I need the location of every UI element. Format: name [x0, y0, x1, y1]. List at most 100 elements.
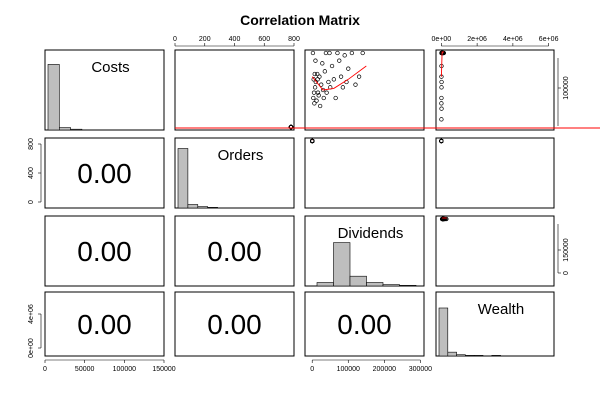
- histogram-bar-wealth-0: [438, 307, 449, 357]
- histogram-bar-dividends-5: [399, 284, 417, 287]
- histogram-bar-dividends-3: [366, 282, 384, 287]
- correlation-value-r2-c1: 0.00: [207, 236, 262, 267]
- left-tick-label-row3-1: 4e+06: [28, 304, 35, 324]
- panel-frame-r0-c1: [174, 49, 295, 131]
- tick-label-orders-2: 400: [229, 36, 241, 43]
- tick-label-costs-3: 150000: [152, 366, 175, 373]
- tick-label-dividends-0: 0: [310, 366, 314, 373]
- tick-label-dividends-2: 200000: [373, 366, 396, 373]
- histogram-bar-orders-3: [207, 207, 218, 209]
- panel-frame-r3-c2: [304, 291, 425, 357]
- panel-frame-r3-c1: [174, 291, 295, 357]
- left-tick-label-row1-1: 400: [28, 167, 35, 179]
- panel-frame-r2-c3: [435, 215, 555, 287]
- scatter-point-costs_vs_dividends-24: [317, 103, 323, 109]
- scatter-point-costs_vs_dividends-15: [331, 77, 336, 82]
- left-tick-label-row1-0: 0: [28, 200, 35, 204]
- fit-line-costs_vs_wealth: [440, 51, 444, 77]
- scatter-point-costs_vs_dividends-36: [360, 50, 365, 56]
- histogram-bar-costs-0: [47, 64, 60, 131]
- scatter-point-orders_vs_wealth-29: [439, 138, 444, 144]
- variable-label-wealth: Wealth: [478, 301, 524, 318]
- histogram-bar-orders-0: [177, 148, 189, 209]
- scatter-point-orders_vs_dividends-39: [310, 138, 315, 144]
- histogram-bar-orders-2: [197, 206, 208, 209]
- scatter-point-costs_vs_dividends-18: [342, 53, 347, 58]
- tick-label-orders-3: 600: [258, 36, 270, 43]
- correlation-value-r2-c0: 0.00: [77, 236, 132, 267]
- histogram-bar-dividends-4: [382, 284, 400, 287]
- right-tick-label-row2-1: 150000: [563, 238, 570, 261]
- left-tick-label-row3-0: 0e+00: [28, 338, 35, 358]
- tick-label-orders-1: 200: [199, 36, 211, 43]
- tick-label-dividends-1: 100000: [337, 366, 360, 373]
- tick-label-orders-4: 800: [288, 36, 300, 43]
- histogram-bar-dividends-2: [349, 275, 367, 287]
- scatter-point-costs_vs_dividends-17: [338, 74, 344, 79]
- scatter-point-costs_vs_wealth-29: [439, 79, 444, 85]
- scatter-point-costs_vs_dividends-21: [312, 101, 317, 106]
- scatter-point-costs_vs_dividends-25: [320, 61, 325, 66]
- panel-grid: Costs Orders Dividends Wealth 0.00 0.00 0.00 0.…: [28, 36, 600, 373]
- panel-frame-r1-c3: [435, 137, 555, 209]
- scatter-point-costs_vs_wealth-25: [439, 117, 444, 122]
- histogram-bar-wealth-6: [491, 355, 501, 357]
- tick-label-costs-2: 100000: [113, 366, 136, 373]
- histogram-bar-wealth-3: [465, 355, 475, 357]
- scatter-point-costs_vs_wealth-3: [439, 85, 444, 90]
- panel-frame-r2-c0: [44, 215, 165, 287]
- scatter-point-costs_vs_dividends-34: [353, 82, 358, 87]
- chart-title: Correlation Matrix: [240, 12, 360, 28]
- scatter-point-costs_vs_dividends-27: [323, 50, 329, 56]
- scatter-point-costs_vs_dividends-14: [329, 63, 335, 69]
- scatter-point-costs_vs_dividends-37: [311, 77, 316, 82]
- right-tick-label-row0-0: 100000: [563, 76, 570, 99]
- histogram-bar-wealth-4: [473, 355, 484, 357]
- scatter-point-costs_vs_dividends-29: [333, 95, 338, 101]
- tick-label-dividends-3: 300000: [409, 366, 432, 373]
- right-tick-label-row2-0: 0: [563, 271, 570, 275]
- panel-frame-r3-c0: [44, 291, 165, 357]
- panel-frame-r1-c1: [174, 137, 295, 209]
- panel-frame-r0-c0: [44, 49, 165, 131]
- scatter-point-costs_vs_dividends-33: [349, 50, 355, 56]
- panel-frame-r0-c3: [435, 49, 555, 131]
- correlation-value-r1-c0: 0.00: [77, 158, 132, 189]
- scatter-point-costs_vs_dividends-7: [317, 74, 322, 79]
- scatter-point-costs_vs_dividends-1: [311, 90, 317, 95]
- panel-frame-r1-c2: [304, 137, 425, 209]
- scatter-point-costs_vs_dividends-35: [356, 74, 362, 79]
- scatter-point-costs_vs_dividends-26: [321, 95, 326, 101]
- tick-label-wealth-1: 2e+06: [467, 36, 487, 43]
- correlation-value-r3-c1: 0.00: [207, 309, 262, 340]
- scatter-point-costs_vs_dividends-31: [340, 85, 346, 90]
- scatter-point-costs_vs_dividends-8: [319, 82, 324, 87]
- scatter-point-costs_vs_dividends-4: [314, 98, 319, 103]
- variable-label-orders: Orders: [218, 147, 264, 164]
- scatter-point-costs_vs_dividends-30: [337, 58, 342, 63]
- histogram-bar-wealth-1: [447, 351, 457, 357]
- tick-label-orders-0: 0: [173, 36, 177, 43]
- tick-label-wealth-0: 0e+00: [432, 36, 452, 43]
- scatter-point-costs_vs_dividends-39: [315, 90, 321, 95]
- scatter-point-costs_vs_dividends-38: [312, 71, 317, 77]
- scatter-point-costs_vs_dividends-10: [322, 69, 327, 74]
- fit-line-costs_vs_dividends: [311, 65, 367, 91]
- histogram-bar-dividends-1: [333, 242, 351, 287]
- left-tick-label-row1-2: 800: [28, 138, 35, 150]
- variable-label-costs: Costs: [91, 59, 129, 76]
- scatter-point-costs_vs_wealth-0: [439, 101, 444, 106]
- scatter-point-costs_vs_wealth-28: [439, 106, 444, 111]
- scatter-point-dividends_vs_wealth-29: [440, 216, 446, 222]
- variable-label-dividends: Dividends: [338, 225, 404, 242]
- histogram-bar-costs-1: [58, 127, 71, 131]
- correlation-value-r3-c2: 0.00: [337, 309, 392, 340]
- scatter-point-costs_vs_dividends-2: [312, 85, 318, 90]
- panel-frame-r2-c1: [174, 215, 295, 287]
- scatter-point-costs_vs_dividends-23: [315, 71, 320, 77]
- histogram-bar-wealth-2: [456, 354, 466, 357]
- scatter-point-costs_vs_dividends-19: [346, 66, 351, 71]
- tick-label-costs-0: 0: [43, 366, 47, 373]
- scatter-point-costs_vs_wealth-26: [439, 95, 444, 101]
- scatter-point-costs_vs_dividends-6: [316, 93, 321, 98]
